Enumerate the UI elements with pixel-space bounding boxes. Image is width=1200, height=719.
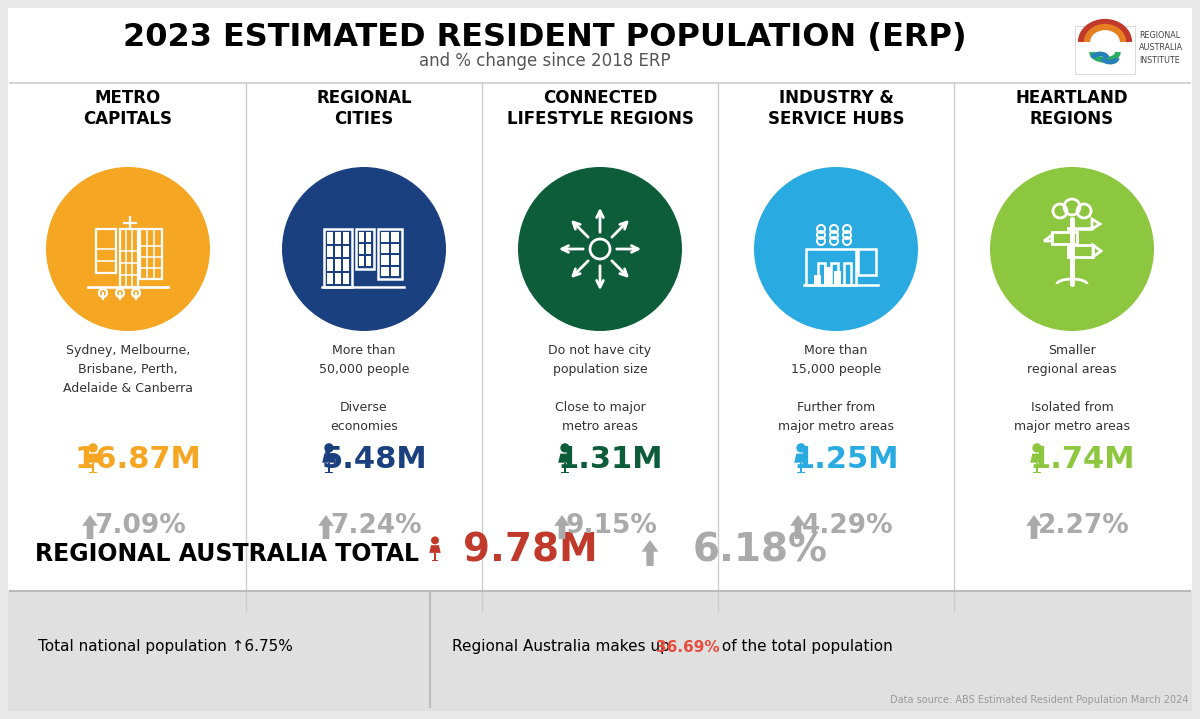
- FancyBboxPatch shape: [326, 245, 334, 257]
- FancyBboxPatch shape: [366, 256, 371, 266]
- Circle shape: [1032, 443, 1042, 452]
- Text: More than
50,000 people

Diverse
economies: More than 50,000 people Diverse economie…: [319, 344, 409, 433]
- Text: 7.09%: 7.09%: [94, 513, 186, 539]
- Text: and % change since 2018 ERP: and % change since 2018 ERP: [419, 52, 671, 70]
- FancyBboxPatch shape: [335, 245, 341, 257]
- FancyBboxPatch shape: [335, 232, 341, 244]
- FancyBboxPatch shape: [382, 255, 389, 265]
- Polygon shape: [325, 463, 329, 472]
- Text: REGIONAL
CITIES: REGIONAL CITIES: [316, 89, 412, 129]
- Circle shape: [990, 167, 1154, 331]
- Text: 1.31M: 1.31M: [557, 444, 662, 474]
- Polygon shape: [436, 553, 438, 562]
- FancyBboxPatch shape: [343, 259, 349, 270]
- Polygon shape: [82, 515, 98, 539]
- Text: 5.48M: 5.48M: [322, 444, 427, 474]
- Polygon shape: [1026, 515, 1042, 539]
- Text: HEARTLAND
REGIONS: HEARTLAND REGIONS: [1015, 89, 1128, 129]
- Text: 9.78M: 9.78M: [463, 532, 598, 570]
- Circle shape: [560, 443, 570, 452]
- Circle shape: [431, 536, 439, 544]
- FancyBboxPatch shape: [343, 232, 349, 244]
- Circle shape: [797, 443, 805, 452]
- Circle shape: [282, 167, 446, 331]
- Circle shape: [324, 443, 334, 452]
- Text: 4.29%: 4.29%: [802, 513, 894, 539]
- Text: METRO
CAPITALS: METRO CAPITALS: [84, 89, 173, 129]
- Text: 1.74M: 1.74M: [1030, 444, 1135, 474]
- FancyBboxPatch shape: [382, 232, 389, 242]
- Polygon shape: [802, 463, 805, 472]
- Polygon shape: [94, 463, 97, 472]
- Text: 16.87M: 16.87M: [74, 444, 202, 474]
- FancyBboxPatch shape: [359, 256, 364, 266]
- Polygon shape: [642, 540, 659, 566]
- Text: REGIONAL
AUSTRALIA
INSTITUTE: REGIONAL AUSTRALIA INSTITUTE: [1139, 31, 1183, 65]
- Text: 36.69%: 36.69%: [656, 639, 720, 654]
- Polygon shape: [318, 515, 334, 539]
- Text: More than
15,000 people

Further from
major metro areas: More than 15,000 people Further from maj…: [778, 344, 894, 433]
- Text: 7.24%: 7.24%: [330, 513, 422, 539]
- FancyBboxPatch shape: [8, 591, 1192, 711]
- FancyBboxPatch shape: [359, 232, 364, 242]
- FancyBboxPatch shape: [359, 244, 364, 254]
- Circle shape: [46, 167, 210, 331]
- Text: 2.27%: 2.27%: [1038, 513, 1130, 539]
- Text: Smaller
regional areas

Isolated from
major metro areas: Smaller regional areas Isolated from maj…: [1014, 344, 1130, 433]
- Text: 9.15%: 9.15%: [566, 513, 658, 539]
- FancyBboxPatch shape: [326, 259, 334, 270]
- FancyBboxPatch shape: [8, 8, 1192, 711]
- Circle shape: [518, 167, 682, 331]
- FancyBboxPatch shape: [366, 232, 371, 242]
- Polygon shape: [329, 463, 332, 472]
- Text: 2023 ESTIMATED RESIDENT POPULATION (ERP): 2023 ESTIMATED RESIDENT POPULATION (ERP): [124, 22, 967, 53]
- Text: Total national population ↑6.75%: Total national population ↑6.75%: [38, 639, 293, 654]
- Polygon shape: [794, 454, 808, 463]
- FancyBboxPatch shape: [391, 267, 398, 276]
- Polygon shape: [565, 463, 569, 472]
- Polygon shape: [562, 463, 565, 472]
- Polygon shape: [1033, 463, 1037, 472]
- FancyBboxPatch shape: [391, 255, 398, 265]
- Polygon shape: [1037, 463, 1040, 472]
- FancyBboxPatch shape: [343, 273, 349, 284]
- Text: of the total population: of the total population: [718, 639, 893, 654]
- FancyBboxPatch shape: [824, 267, 830, 285]
- Polygon shape: [430, 545, 440, 553]
- Polygon shape: [791, 515, 806, 539]
- FancyBboxPatch shape: [391, 244, 398, 253]
- FancyBboxPatch shape: [382, 267, 389, 276]
- Text: Data source: ABS Estimated Resident Population March 2024: Data source: ABS Estimated Resident Popu…: [889, 695, 1188, 705]
- Text: Regional Australia makes up: Regional Australia makes up: [452, 639, 674, 654]
- Polygon shape: [797, 463, 800, 472]
- Polygon shape: [432, 553, 434, 562]
- Text: REGIONAL AUSTRALIA TOTAL: REGIONAL AUSTRALIA TOTAL: [35, 542, 419, 566]
- FancyBboxPatch shape: [335, 273, 341, 284]
- FancyBboxPatch shape: [814, 275, 821, 285]
- Text: 6.18%: 6.18%: [692, 532, 828, 570]
- Polygon shape: [1031, 454, 1044, 463]
- Polygon shape: [554, 515, 570, 539]
- Text: 1.25M: 1.25M: [793, 444, 899, 474]
- Polygon shape: [323, 454, 336, 463]
- Text: Sydney, Melbourne,
Brisbane, Perth,
Adelaide & Canberra: Sydney, Melbourne, Brisbane, Perth, Adel…: [64, 344, 193, 395]
- FancyBboxPatch shape: [834, 271, 841, 285]
- Polygon shape: [89, 463, 92, 472]
- FancyBboxPatch shape: [366, 244, 371, 254]
- FancyBboxPatch shape: [343, 245, 349, 257]
- FancyBboxPatch shape: [326, 232, 334, 244]
- Circle shape: [754, 167, 918, 331]
- FancyBboxPatch shape: [326, 273, 334, 284]
- Circle shape: [89, 443, 97, 452]
- FancyBboxPatch shape: [382, 244, 389, 253]
- FancyBboxPatch shape: [335, 259, 341, 270]
- Text: INDUSTRY &
SERVICE HUBS: INDUSTRY & SERVICE HUBS: [768, 89, 905, 129]
- Text: CONNECTED
LIFESTYLE REGIONS: CONNECTED LIFESTYLE REGIONS: [506, 89, 694, 129]
- Polygon shape: [558, 454, 571, 463]
- Text: Do not have city
population size

Close to major
metro areas: Do not have city population size Close t…: [548, 344, 652, 433]
- FancyBboxPatch shape: [391, 232, 398, 242]
- Polygon shape: [86, 454, 100, 463]
